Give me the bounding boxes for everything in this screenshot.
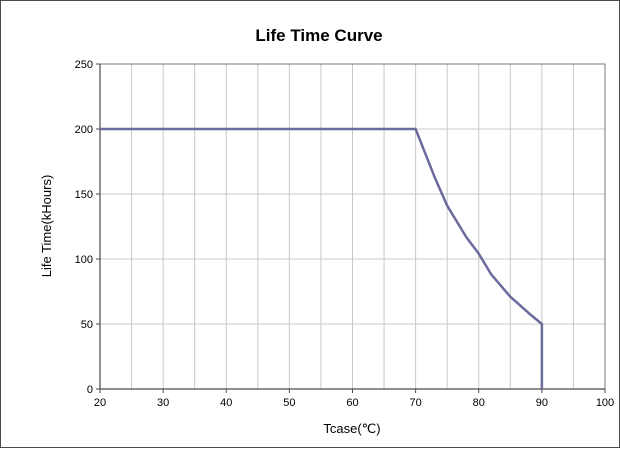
x-tick-label: 40: [220, 397, 232, 409]
x-tick-label: 100: [596, 397, 614, 409]
y-tick-label: 250: [75, 59, 93, 71]
x-tick-label: 70: [410, 397, 422, 409]
y-axis-label: Life Time(kHours): [39, 175, 54, 278]
x-axis-label: Tcase(℃): [323, 421, 380, 436]
x-tick-label: 60: [346, 397, 358, 409]
x-tick-label: 50: [283, 397, 295, 409]
x-tick-label: 90: [536, 397, 548, 409]
y-tick-label: 200: [75, 124, 93, 136]
y-tick-label: 50: [81, 319, 93, 331]
y-tick-label: 100: [75, 254, 93, 266]
axes: [96, 63, 606, 393]
series-line: [100, 127, 544, 389]
series: [100, 127, 544, 389]
tick-labels: 20 30 40 50 60 70 80 90 100 0 50 100 150 200 250: [75, 59, 615, 409]
x-tick-label: 20: [94, 397, 106, 409]
x-tick-label: 30: [157, 397, 169, 409]
x-tick-label: 80: [473, 397, 485, 409]
y-tick-label: 0: [87, 384, 93, 396]
chart-title: Life Time Curve: [255, 26, 382, 45]
y-tick-label: 150: [75, 189, 93, 201]
grid: [100, 64, 605, 389]
